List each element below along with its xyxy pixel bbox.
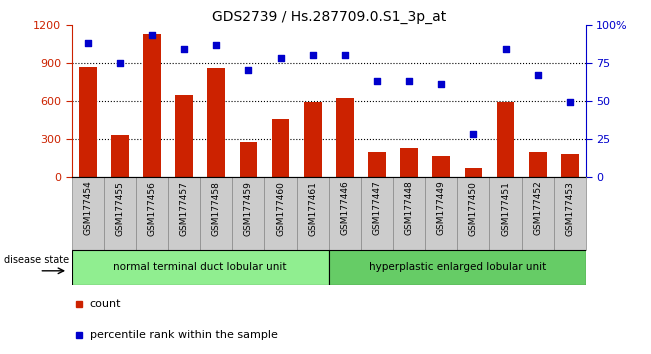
Bar bbox=[104, 177, 136, 250]
Text: GSM177450: GSM177450 bbox=[469, 181, 478, 235]
Bar bbox=[264, 177, 297, 250]
Text: GSM177460: GSM177460 bbox=[276, 181, 285, 235]
Bar bbox=[497, 102, 514, 177]
Point bbox=[115, 60, 125, 66]
Bar bbox=[201, 177, 232, 250]
Bar bbox=[329, 250, 586, 285]
Bar bbox=[521, 177, 554, 250]
Bar bbox=[529, 152, 547, 177]
Title: GDS2739 / Hs.287709.0.S1_3p_at: GDS2739 / Hs.287709.0.S1_3p_at bbox=[212, 10, 446, 24]
Point bbox=[436, 81, 447, 87]
Bar bbox=[336, 98, 353, 177]
Text: hyperplastic enlarged lobular unit: hyperplastic enlarged lobular unit bbox=[368, 262, 546, 272]
Text: GSM177457: GSM177457 bbox=[180, 181, 189, 235]
Bar bbox=[329, 177, 361, 250]
Point bbox=[404, 78, 414, 84]
Text: GSM177454: GSM177454 bbox=[83, 181, 92, 235]
Text: GSM177452: GSM177452 bbox=[533, 181, 542, 235]
Point bbox=[243, 68, 254, 73]
Text: GSM177461: GSM177461 bbox=[308, 181, 317, 235]
Bar bbox=[72, 250, 329, 285]
Bar bbox=[72, 177, 104, 250]
Bar bbox=[232, 177, 264, 250]
Bar bbox=[79, 67, 96, 177]
Text: GSM177455: GSM177455 bbox=[115, 181, 124, 235]
Bar bbox=[136, 177, 168, 250]
Point bbox=[146, 33, 157, 38]
Point bbox=[340, 52, 350, 58]
Text: GSM177448: GSM177448 bbox=[405, 181, 413, 235]
Bar bbox=[143, 34, 161, 177]
Text: GSM177447: GSM177447 bbox=[372, 181, 381, 235]
Text: GSM177453: GSM177453 bbox=[565, 181, 574, 235]
Text: GSM177456: GSM177456 bbox=[148, 181, 156, 235]
Bar bbox=[425, 177, 457, 250]
Point bbox=[533, 72, 543, 78]
Bar bbox=[361, 177, 393, 250]
Point bbox=[564, 99, 575, 105]
Point bbox=[275, 56, 286, 61]
Point bbox=[372, 78, 382, 84]
Point bbox=[179, 46, 189, 52]
Bar bbox=[368, 152, 386, 177]
Bar bbox=[297, 177, 329, 250]
Point bbox=[211, 42, 221, 47]
Text: disease state: disease state bbox=[4, 255, 69, 265]
Bar bbox=[490, 177, 521, 250]
Text: GSM177451: GSM177451 bbox=[501, 181, 510, 235]
Point bbox=[468, 132, 478, 137]
Bar bbox=[393, 177, 425, 250]
Point bbox=[83, 40, 93, 46]
Text: normal terminal duct lobular unit: normal terminal duct lobular unit bbox=[113, 262, 287, 272]
Text: count: count bbox=[90, 299, 121, 309]
Bar bbox=[400, 148, 418, 177]
Bar bbox=[554, 177, 586, 250]
Text: GSM177449: GSM177449 bbox=[437, 181, 446, 235]
Bar bbox=[457, 177, 490, 250]
Text: GSM177446: GSM177446 bbox=[340, 181, 350, 235]
Text: percentile rank within the sample: percentile rank within the sample bbox=[90, 330, 277, 340]
Point bbox=[501, 46, 511, 52]
Text: GSM177458: GSM177458 bbox=[212, 181, 221, 235]
Bar bbox=[208, 68, 225, 177]
Text: GSM177459: GSM177459 bbox=[244, 181, 253, 235]
Bar bbox=[111, 135, 129, 177]
Bar bbox=[271, 119, 290, 177]
Bar bbox=[465, 168, 482, 177]
Bar bbox=[168, 177, 201, 250]
Bar bbox=[561, 154, 579, 177]
Bar bbox=[240, 142, 257, 177]
Point bbox=[307, 52, 318, 58]
Bar bbox=[432, 156, 450, 177]
Bar bbox=[175, 95, 193, 177]
Bar bbox=[304, 102, 322, 177]
